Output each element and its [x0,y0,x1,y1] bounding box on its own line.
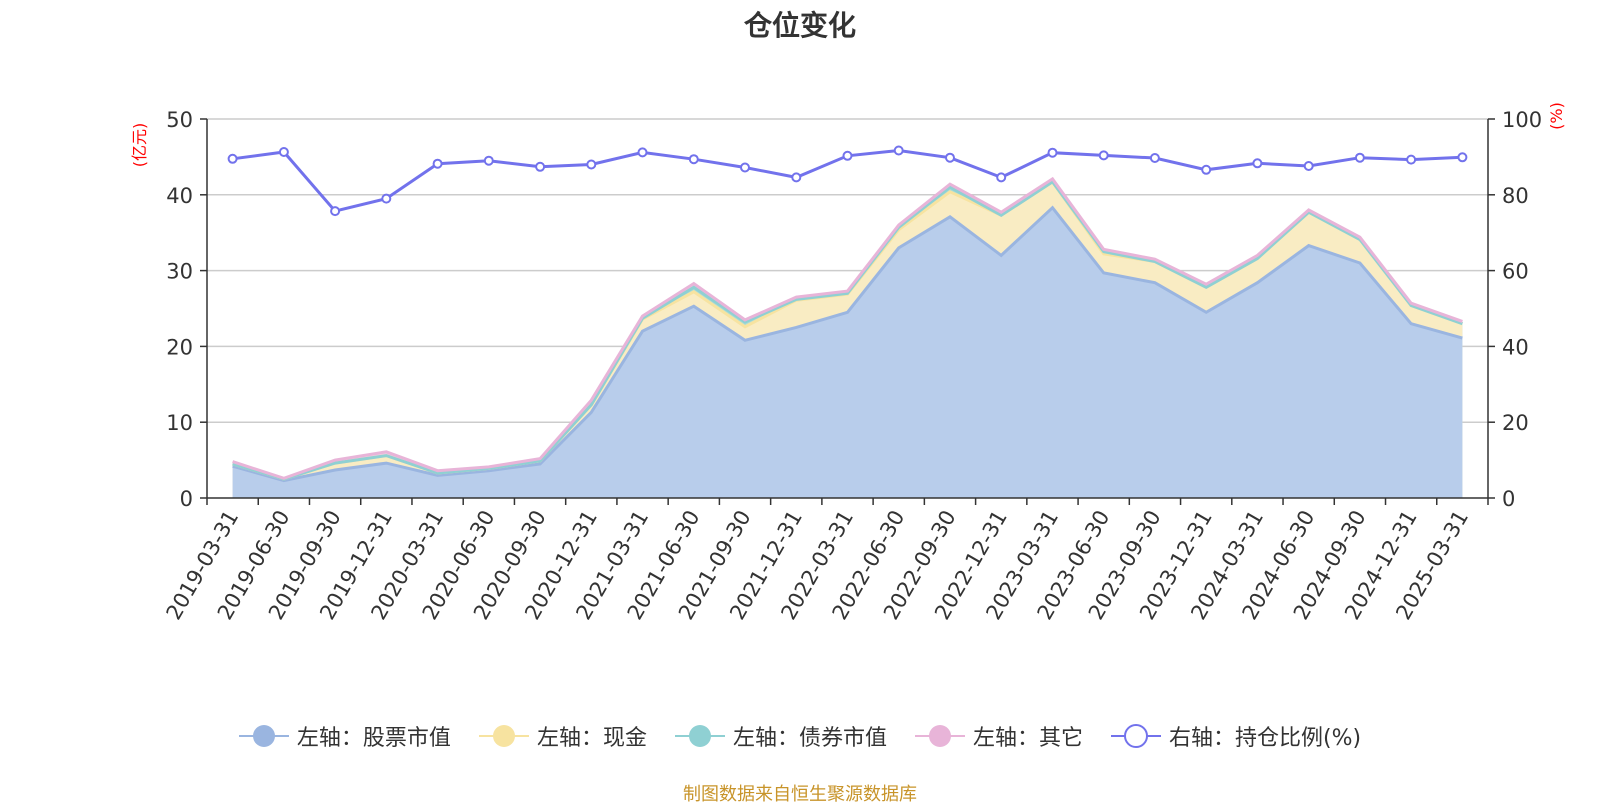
area-layer [232,176,1463,498]
legend-label: 左轴：债券市值 [732,726,887,751]
legend-item[interactable]: 左轴：债券市值 [674,720,887,752]
right-tick-label: 100 [1502,108,1542,132]
ratio-point [688,154,699,165]
legend-label: 右轴：持仓比例(%) [1168,726,1362,751]
right-axis-label: (%) [1547,102,1566,130]
ratio-point [1047,147,1058,158]
legend-item[interactable]: 右轴：持仓比例(%) [1110,720,1362,752]
ratio-point [278,147,289,157]
ratio-point [330,206,341,217]
right-tick-label: 0 [1502,487,1515,511]
right-tick-label: 40 [1502,335,1529,359]
ratio-point [945,152,955,163]
left-tick-label: 30 [166,260,193,284]
left-tick-label: 50 [166,108,193,132]
ratio-point [791,172,802,183]
right-tick-label: 60 [1502,260,1529,284]
ratio-point [483,155,494,166]
line-layer [227,145,1468,217]
area-line-2 [232,179,1463,481]
left-tick-label: 20 [166,335,193,359]
ratio-point [1201,164,1212,175]
legend-item[interactable]: 左轴：股票市值 [238,720,451,752]
ratio-point [740,162,750,173]
area-line-3 [232,176,1463,480]
ratio-point [1457,152,1468,163]
right-tick-label: 20 [1502,411,1529,435]
legend-circle-marker-icon [914,725,965,747]
legend-circle-marker-icon [674,725,725,747]
ratio-point [535,161,546,172]
ratio-point [1252,158,1263,169]
legend-circle-marker-icon [238,725,289,747]
legend-label: 左轴：股票市值 [296,726,451,751]
ratio-point [227,153,238,164]
left-tick-label: 40 [166,184,193,208]
ratio-point [996,172,1007,183]
ratio-point [1149,153,1160,163]
legend-item[interactable]: 左轴：其它 [914,720,1083,752]
ratio-point [842,150,853,161]
left-tick-label: 10 [166,411,193,435]
legend-label: 左轴：其它 [972,726,1083,751]
ratio-point [586,159,597,170]
ratio-point [637,147,648,158]
left-tick-label: 0 [180,487,193,511]
ratio-point [1098,150,1109,161]
legend-label: 左轴：现金 [536,726,647,751]
ratio-point [432,158,443,169]
right-tick-label: 80 [1502,184,1529,208]
chart-title: 仓位变化 [743,9,856,42]
area-line-0 [232,205,1463,483]
area-0 [232,207,1463,498]
ratio-point [1303,161,1314,171]
legend-line-marker-icon [1110,724,1161,748]
legend-item[interactable]: 左轴：现金 [478,720,647,752]
ratio-point [381,193,392,204]
legend: 左轴：股票市值 左轴：现金 左轴：债券市值 左轴：其它 右轴：持仓比例(%) [0,720,1600,752]
legend-circle-marker-icon [478,725,529,747]
ratio-point [1406,154,1417,165]
ratio-point [893,145,904,156]
ratio-point [1354,152,1365,163]
left-axis-label: (亿元) [130,123,149,168]
source-note: 制图数据来自恒生聚源数据库 [683,784,917,805]
